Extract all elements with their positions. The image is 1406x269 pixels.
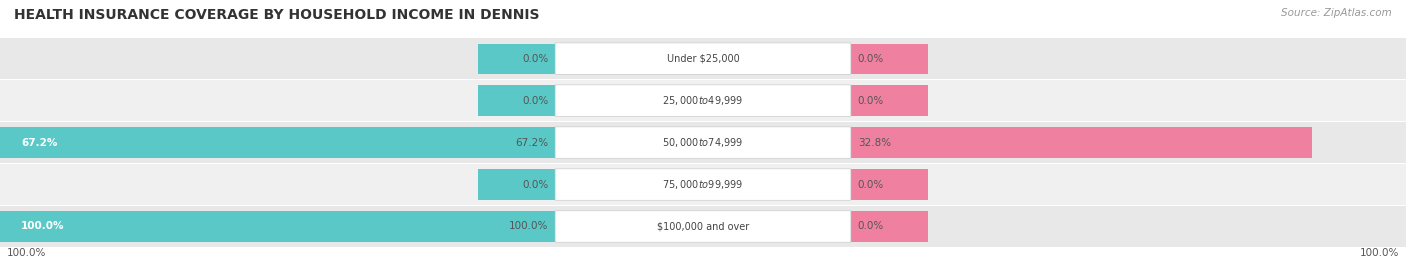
Text: Source: ZipAtlas.com: Source: ZipAtlas.com — [1281, 8, 1392, 18]
Bar — [851, 211, 1406, 242]
Text: $75,000 to $99,999: $75,000 to $99,999 — [662, 178, 744, 191]
Text: 100.0%: 100.0% — [21, 221, 65, 232]
Text: 0.0%: 0.0% — [858, 221, 884, 232]
Text: 32.8%: 32.8% — [858, 137, 891, 148]
FancyBboxPatch shape — [555, 127, 851, 158]
Bar — [0, 43, 478, 74]
Text: 100.0%: 100.0% — [1360, 248, 1399, 258]
Bar — [928, 43, 1406, 74]
FancyBboxPatch shape — [555, 211, 851, 242]
Bar — [0, 80, 1406, 122]
Text: 100.0%: 100.0% — [7, 248, 46, 258]
Text: 0.0%: 0.0% — [522, 179, 548, 190]
Bar — [0, 169, 555, 200]
Text: 0.0%: 0.0% — [858, 95, 884, 106]
Bar — [851, 44, 1406, 74]
Text: 0.0%: 0.0% — [858, 54, 884, 64]
Text: $50,000 to $74,999: $50,000 to $74,999 — [662, 136, 744, 149]
Text: HEALTH INSURANCE COVERAGE BY HOUSEHOLD INCOME IN DENNIS: HEALTH INSURANCE COVERAGE BY HOUSEHOLD I… — [14, 8, 540, 22]
Bar — [928, 211, 1406, 242]
Bar — [851, 128, 1406, 158]
Bar — [0, 85, 478, 116]
Bar — [0, 44, 555, 74]
Text: $25,000 to $49,999: $25,000 to $49,999 — [662, 94, 744, 107]
Bar — [0, 38, 1406, 80]
Bar — [851, 169, 1406, 200]
Bar — [851, 86, 1406, 116]
Text: 0.0%: 0.0% — [522, 95, 548, 106]
Bar — [0, 86, 555, 116]
Text: 100.0%: 100.0% — [509, 221, 548, 232]
Text: 67.2%: 67.2% — [21, 137, 58, 148]
FancyBboxPatch shape — [555, 43, 851, 75]
Bar — [0, 206, 1406, 247]
Bar — [928, 169, 1406, 200]
Bar — [1312, 127, 1406, 158]
Bar — [0, 128, 555, 158]
Text: $100,000 and over: $100,000 and over — [657, 221, 749, 232]
Bar — [928, 85, 1406, 116]
Bar — [0, 211, 555, 242]
Text: Under $25,000: Under $25,000 — [666, 54, 740, 64]
Bar — [0, 164, 1406, 206]
Text: 67.2%: 67.2% — [515, 137, 548, 148]
Text: 0.0%: 0.0% — [858, 179, 884, 190]
Bar — [0, 122, 1406, 164]
FancyBboxPatch shape — [555, 85, 851, 116]
Bar — [0, 169, 478, 200]
FancyBboxPatch shape — [555, 169, 851, 200]
Text: 0.0%: 0.0% — [522, 54, 548, 64]
